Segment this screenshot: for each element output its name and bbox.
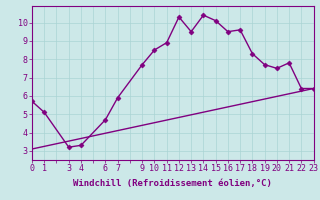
X-axis label: Windchill (Refroidissement éolien,°C): Windchill (Refroidissement éolien,°C): [73, 179, 272, 188]
